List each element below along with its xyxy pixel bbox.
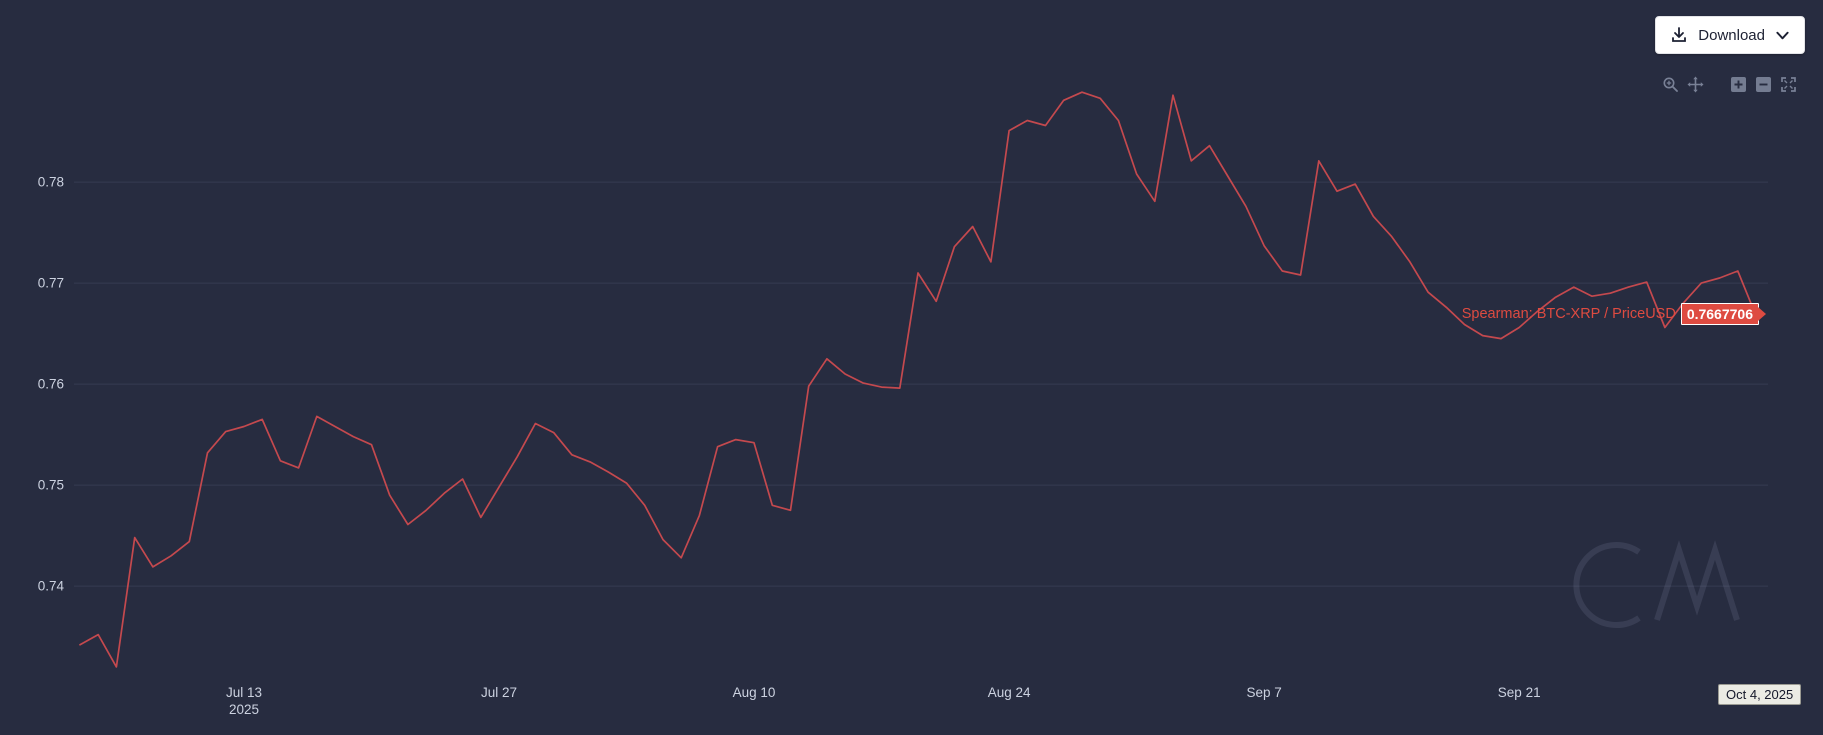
hover-caret-icon [1758,307,1766,321]
download-icon [1672,27,1687,42]
x-axis-tick-label: Aug 10 [733,685,776,700]
x-axis-tick-label: Jul 13 [226,685,262,700]
watermark-c-glyph [1573,542,1641,628]
modebar-separator [1712,84,1722,85]
zoom-out-button[interactable] [1755,76,1772,93]
autoscale-button[interactable] [1780,76,1797,93]
chevron-down-icon [1776,31,1789,39]
hover-value-badge: 0.7667706 [1680,303,1759,325]
x-axis-tick-label: Jul 27 [481,685,517,700]
pan-button[interactable] [1687,76,1704,93]
y-axis-tick-label: 0.74 [38,579,65,594]
x-axis-hover-label: Oct 4, 2025 [1718,684,1802,705]
x-axis-tick-label: Sep 7 [1246,685,1281,700]
y-axis-tick-label: 0.78 [38,175,64,190]
zoom-icon [1663,77,1678,92]
series-line [79,91,1757,668]
x-axis-tick-label: Sep 21 [1498,685,1541,700]
x-axis-tick-label: Aug 24 [988,685,1031,700]
zoom-in-icon [1731,77,1746,92]
zoom-in-button[interactable] [1730,76,1747,93]
zoom-out-icon [1756,77,1771,92]
download-button[interactable]: Download [1655,16,1805,54]
pan-icon [1687,76,1704,93]
hover-series-name: Spearman: BTC-XRP / PriceUSD [1461,306,1676,322]
series-hover-label: Spearman: BTC-XRP / PriceUSD 0.7667706 [1462,303,1766,325]
download-button-label: Download [1698,26,1765,44]
y-axis-tick-label: 0.77 [38,276,64,291]
chart-modebar [1662,76,1797,93]
y-axis-tick-label: 0.76 [38,377,64,392]
y-axis-tick-label: 0.75 [38,478,64,493]
autoscale-icon [1781,77,1796,92]
x-axis-tick-sublabel: 2025 [229,702,259,717]
zoom-button[interactable] [1662,76,1679,93]
watermark-m-glyph [1654,540,1740,621]
coinmetrics-watermark [1573,540,1740,628]
